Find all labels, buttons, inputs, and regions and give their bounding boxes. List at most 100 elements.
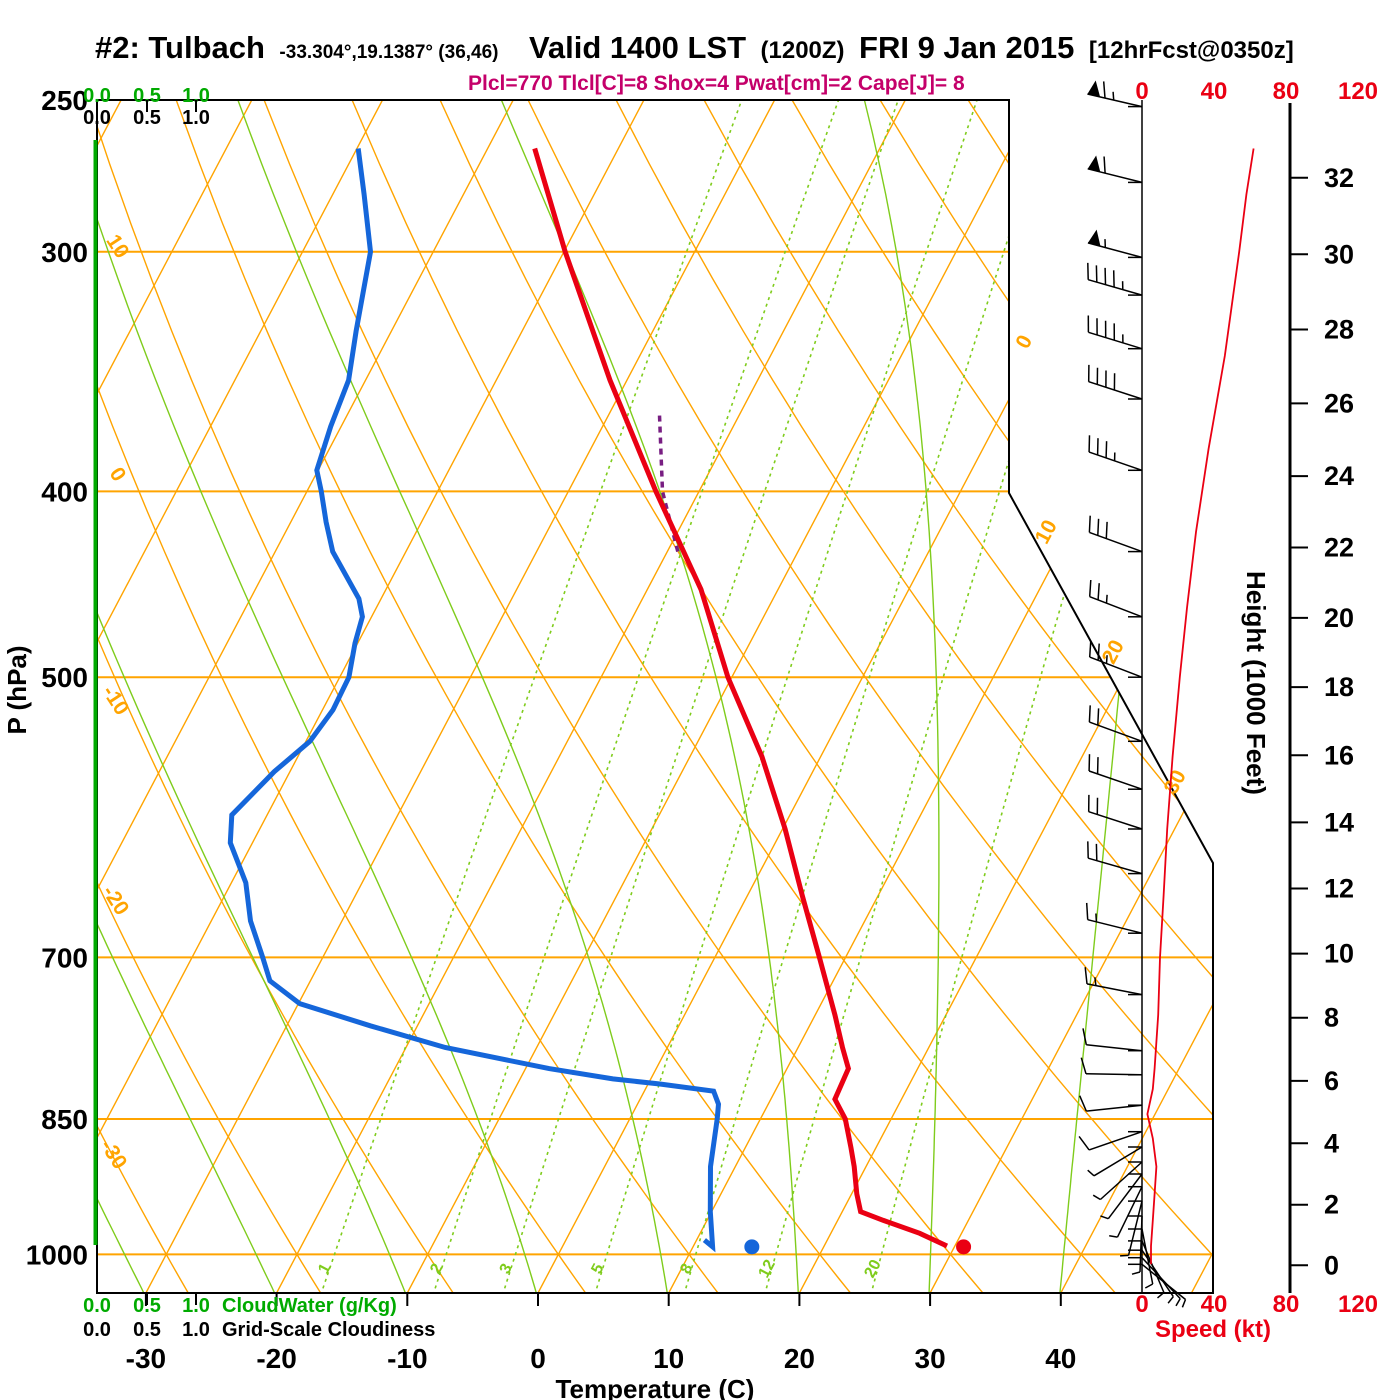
mixing-ratio-label: 5	[588, 1261, 607, 1277]
wind-barb-stem	[1141, 1257, 1181, 1300]
parcel-trace	[657, 415, 680, 553]
wind-barb-half	[1131, 1271, 1141, 1275]
wind-barb-stem	[1099, 1161, 1143, 1201]
dry-adiabat-line	[527, 100, 1213, 1293]
wind-barb-stem	[1088, 451, 1143, 472]
temp-tick-label: -30	[126, 1343, 166, 1374]
moist-adiabat-line	[97, 100, 277, 1293]
wind-barb-stem	[1088, 331, 1143, 350]
height-tick-label: 14	[1324, 807, 1354, 837]
isotherm-line	[145, 100, 776, 1293]
temp-tick-label: -10	[387, 1343, 427, 1374]
wind-barb-stem	[1141, 1228, 1154, 1285]
surface-dewpoint-dot	[744, 1239, 760, 1255]
dry-adiabat-line	[97, 100, 588, 1293]
wind-barb-stem	[1139, 1215, 1143, 1273]
wind-barb-full	[1084, 967, 1088, 984]
wind-barb	[1087, 794, 1143, 830]
dry-adiabat-line	[97, 100, 456, 1293]
isotherm-label: 0	[1011, 331, 1037, 352]
valid-zulu: (1200Z)	[760, 37, 845, 64]
mixing-ratio-label: 1	[315, 1261, 334, 1277]
wind-barb-stem	[1089, 656, 1143, 678]
wind-barb-stem	[1089, 721, 1143, 743]
wind-barb	[1087, 364, 1143, 400]
wind-barb-full	[1082, 1028, 1088, 1045]
moist-adiabat-line	[500, 100, 799, 1293]
cloudwater-scale-bottom: 0.0	[83, 1295, 111, 1317]
wind-barb	[1128, 1263, 1187, 1308]
dry-adiabat-line	[175, 100, 853, 1293]
isotherm-line	[1190, 100, 1213, 1293]
wind-barb-half	[1105, 655, 1108, 664]
height-tick-label: 32	[1324, 163, 1354, 193]
wind-barb	[1079, 1095, 1143, 1112]
height-tick-label: 26	[1324, 388, 1354, 418]
wind-barb-full	[1103, 156, 1106, 174]
wind-barb	[1078, 1130, 1143, 1151]
wind-barb-full	[1080, 1057, 1087, 1075]
cloudiness-scale-bottom: 1.0	[182, 1319, 210, 1341]
wind-barb-stem	[1087, 918, 1143, 934]
pressure-tick-label: 400	[41, 476, 88, 507]
wind-barb	[1100, 1173, 1143, 1220]
isotherm-label: 10	[1031, 516, 1062, 547]
plot-border	[96, 99, 1214, 1294]
height-tick-label: 22	[1324, 533, 1354, 563]
pressure-tick-label: 250	[41, 85, 88, 116]
wind-barb-half	[1120, 1254, 1129, 1257]
wind-barb	[1087, 80, 1143, 108]
mixing-ratio-label: 2	[427, 1261, 446, 1277]
wind-barb	[1088, 754, 1143, 790]
wind-barb-stem	[1086, 983, 1143, 996]
dry-adiabat-line	[97, 100, 323, 1293]
temp-tick-label: 0	[530, 1343, 546, 1374]
height-tick-label: 0	[1324, 1250, 1339, 1280]
dry-adiabat-label: 0	[105, 463, 131, 485]
wind-barb-stem	[1086, 1104, 1143, 1112]
stability-indices: Plcl=770 Tlcl[C]=8 Shox=4 Pwat[cm]=2 Cap…	[468, 72, 965, 95]
cloudiness-scale-bottom: 0.0	[83, 1319, 111, 1341]
valid-date: FRI 9 Jan 2015	[859, 30, 1075, 65]
temp-tick-label: 30	[915, 1343, 946, 1374]
speed-tick-label-top: 40	[1201, 78, 1228, 105]
wind-barb-full	[1079, 1095, 1087, 1112]
height-tick-label: 28	[1324, 314, 1354, 344]
speed-tick-label-bottom: 0	[1135, 1291, 1148, 1318]
wind-barb-stem	[1089, 595, 1143, 618]
pressure-axis-title: P (hPa)	[2, 645, 32, 734]
moist-adiabat-line	[863, 100, 940, 1293]
wind-barb-half	[1112, 91, 1115, 101]
wind-barb-stem	[1087, 242, 1143, 259]
wind-barb	[1088, 640, 1143, 678]
wind-barb-full	[1088, 579, 1092, 597]
dry-adiabat-line	[97, 100, 721, 1293]
wind-barb	[1087, 1146, 1143, 1177]
cloudiness-scale-top: 1.0	[182, 107, 210, 129]
wind-barb	[1087, 262, 1143, 296]
cloudwater-scale-top: 0.0	[83, 85, 111, 107]
cloudiness-scale-top: 0.0	[83, 107, 111, 129]
wind-barb-half	[1092, 1194, 1101, 1201]
wind-barb-full	[1097, 643, 1100, 661]
wind-barb-half	[1087, 1169, 1095, 1177]
wind-barb	[1088, 435, 1143, 472]
station-coordinates: -33.304°,19.1387° (36,46)	[279, 42, 499, 63]
cloudiness-scale-top: 0.5	[133, 107, 161, 129]
dry-adiabat-line	[97, 100, 191, 1293]
wind-barb	[1082, 1028, 1143, 1052]
wind-barb-stem	[1087, 857, 1143, 875]
cloudwater-scale-top: 1.0	[182, 85, 210, 107]
pressure-tick-label: 300	[41, 237, 88, 268]
wind-barb-half	[1144, 1283, 1154, 1289]
wind-barb-stem	[1116, 1186, 1143, 1238]
isotherm-line	[798, 100, 1213, 1293]
wind-barb-half	[1175, 1298, 1181, 1307]
title-row: #2: Tulbach -33.304°,19.1387° (36,46) Va…	[95, 30, 1294, 66]
mixing-ratio-line	[763, 100, 1123, 1293]
isotherm-line	[929, 100, 1213, 1293]
height-tick-label: 20	[1324, 603, 1354, 633]
wind-barb-full	[1102, 81, 1106, 99]
wind-barb-flag	[1087, 80, 1101, 97]
